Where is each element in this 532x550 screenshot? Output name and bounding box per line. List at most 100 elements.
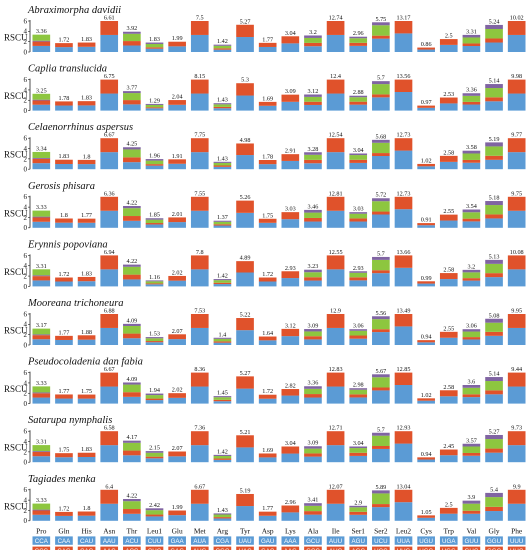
ytick-label-1-2: 2 [24, 97, 28, 105]
bar-segment-7-4-3 [123, 440, 141, 443]
bar-segment-2-19-1 [462, 159, 481, 163]
bar-segment-7-6-1 [168, 451, 186, 457]
bar-segment-0-12-2 [304, 37, 322, 43]
bar-segment-2-20-2 [485, 146, 503, 156]
ytick-label-2-4: 4 [24, 145, 28, 153]
bar-segment-0-17-0 [417, 49, 435, 52]
bar-segment-6-15-0 [372, 390, 390, 404]
bar-segment-8-5-2 [145, 510, 164, 515]
bar-segment-3-8-0 [213, 225, 232, 228]
bar-segment-3-21-0 [507, 210, 526, 228]
bar-segment-2-5-3 [145, 159, 164, 161]
value-label-3-2: 1.77 [81, 212, 92, 219]
bar-segment-3-8-3 [213, 220, 232, 222]
bar-segment-4-12-3 [304, 269, 322, 273]
codon-box-20-1 [485, 546, 503, 550]
bar-segment-8-5-0 [145, 516, 164, 521]
bar-segment-0-0-2 [32, 40, 51, 42]
bar-segment-4-4-1 [123, 274, 141, 280]
bar-segment-0-12-0 [304, 46, 322, 52]
bar-segment-3-0-3 [32, 210, 51, 217]
bar-segment-5-18-1 [439, 331, 458, 338]
bar-segment-5-7-0 [190, 327, 209, 345]
value-label-6-21: 9.44 [511, 366, 522, 373]
codon-box-6-1 [168, 546, 186, 550]
codon-box-17-0 [417, 536, 435, 545]
value-label-6-5: 1.94 [149, 387, 160, 394]
bar-segment-8-13-1 [326, 489, 345, 504]
codon-box-1-0 [55, 536, 73, 545]
bar-segment-6-1-1 [55, 394, 73, 399]
codon-label-10-0: GAU [261, 538, 274, 545]
bar-segment-4-5-2 [145, 281, 164, 284]
value-label-3-20: 5.18 [489, 195, 500, 202]
bar-segment-7-12-2 [304, 448, 322, 454]
bar-segment-1-5-1 [145, 107, 164, 109]
bar-segment-7-15-1 [372, 446, 390, 449]
bar-segment-1-21-0 [507, 93, 526, 111]
bar-segment-6-17-1 [417, 398, 435, 401]
species-title-6: Pseudocoladenia dan fabia [27, 357, 143, 368]
value-label-2-15: 5.68 [375, 133, 386, 140]
codon-label-4-1: ACC [125, 548, 139, 550]
value-label-8-6: 1.99 [172, 504, 183, 511]
bar-segment-0-14-1 [349, 42, 368, 46]
bar-segment-7-17-1 [417, 457, 435, 460]
bar-segment-3-21-1 [507, 196, 526, 211]
value-label-7-16: 12.93 [397, 425, 411, 432]
bar-segment-8-6-1 [168, 510, 186, 516]
bar-segment-5-4-2 [123, 325, 141, 334]
bar-segment-7-16-0 [394, 443, 413, 463]
bar-segment-7-1-0 [55, 457, 73, 463]
bar-segment-2-1-1 [55, 159, 73, 164]
value-label-3-9: 5.26 [240, 194, 251, 201]
codon-box-5-1 [145, 546, 164, 550]
bar-segment-3-0-1 [32, 217, 51, 222]
codon-box-4-1 [123, 546, 141, 550]
bar-segment-4-15-0 [372, 273, 390, 287]
bar-segment-1-20-2 [485, 88, 503, 98]
bar-segment-2-19-2 [462, 153, 481, 160]
bar-segment-1-0-1 [32, 100, 51, 105]
value-label-7-3: 6.58 [104, 425, 115, 432]
bar-segment-3-20-3 [485, 201, 503, 206]
bar-segment-2-0-2 [32, 157, 51, 159]
bar-segment-0-15-0 [372, 38, 390, 52]
bar-segment-7-8-0 [213, 459, 232, 463]
value-label-3-15: 5.72 [375, 192, 386, 199]
bar-segment-7-12-0 [304, 456, 322, 463]
codon-label-1-1: CAG [57, 548, 71, 550]
bar-segment-8-3-0 [100, 503, 119, 521]
ytick-label-3-0: 0 [24, 224, 28, 232]
value-label-3-17: 0.91 [421, 217, 432, 224]
bar-segment-0-7-1 [190, 21, 209, 35]
bar-segment-1-19-2 [462, 95, 481, 102]
bar-segment-7-4-1 [123, 450, 141, 456]
bar-segment-0-8-0 [213, 49, 232, 52]
value-label-7-14: 3.04 [353, 440, 364, 447]
bar-segment-4-16-1 [394, 255, 413, 268]
codon-label-11-0: AAA [284, 538, 297, 545]
ytick-label-0-6: 6 [24, 17, 28, 25]
value-label-2-10: 1.78 [262, 154, 273, 161]
bar-segment-7-11-1 [281, 446, 300, 454]
bar-segment-8-10-0 [258, 515, 277, 521]
bar-segment-7-3-0 [100, 445, 119, 463]
bar-segment-3-12-0 [304, 221, 322, 228]
value-label-0-19: 3.31 [466, 28, 477, 35]
value-label-3-5: 1.85 [149, 212, 160, 219]
category-label-7: Met [194, 526, 207, 535]
bar-segment-5-15-0 [372, 332, 390, 345]
bar-segment-0-21-0 [507, 34, 526, 52]
category-label-18: Trp [444, 526, 455, 535]
bar-segment-5-13-1 [326, 314, 345, 328]
value-label-4-13: 12.55 [329, 249, 343, 256]
bar-segment-3-4-0 [123, 220, 141, 228]
value-label-3-6: 2.01 [172, 211, 183, 218]
bar-segment-5-4-3 [123, 323, 141, 326]
value-label-7-4: 4.17 [126, 434, 137, 441]
value-label-6-10: 1.72 [262, 388, 273, 395]
species-title-5: Mooreana trichoneura [27, 298, 124, 309]
bar-segment-7-13-0 [326, 445, 345, 463]
value-label-8-14: 2.9 [354, 499, 362, 506]
